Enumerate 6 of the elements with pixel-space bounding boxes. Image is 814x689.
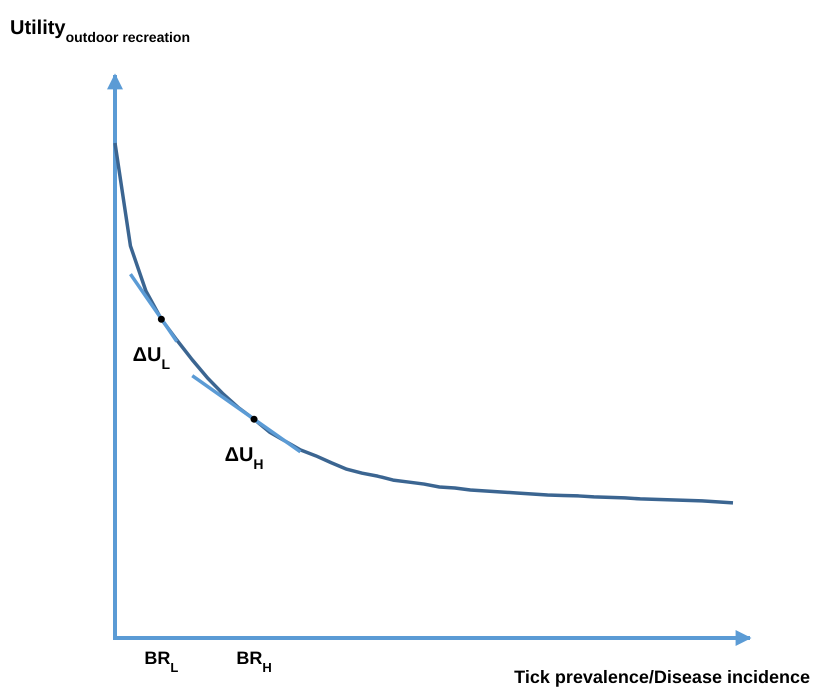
x-tick-label: BR$_{H}$ (236, 648, 272, 674)
y-axis-title: Utility$_{outdoor recreation}$ (10, 17, 190, 45)
x-tick-label: BR$_{L}$ (144, 648, 178, 674)
annotation: ΔU$_{L}$ (132, 344, 170, 372)
annotation: ΔU$_{H}$ (224, 444, 264, 472)
x-axis-title: Tick prevalence/Disease incidence (514, 667, 810, 687)
